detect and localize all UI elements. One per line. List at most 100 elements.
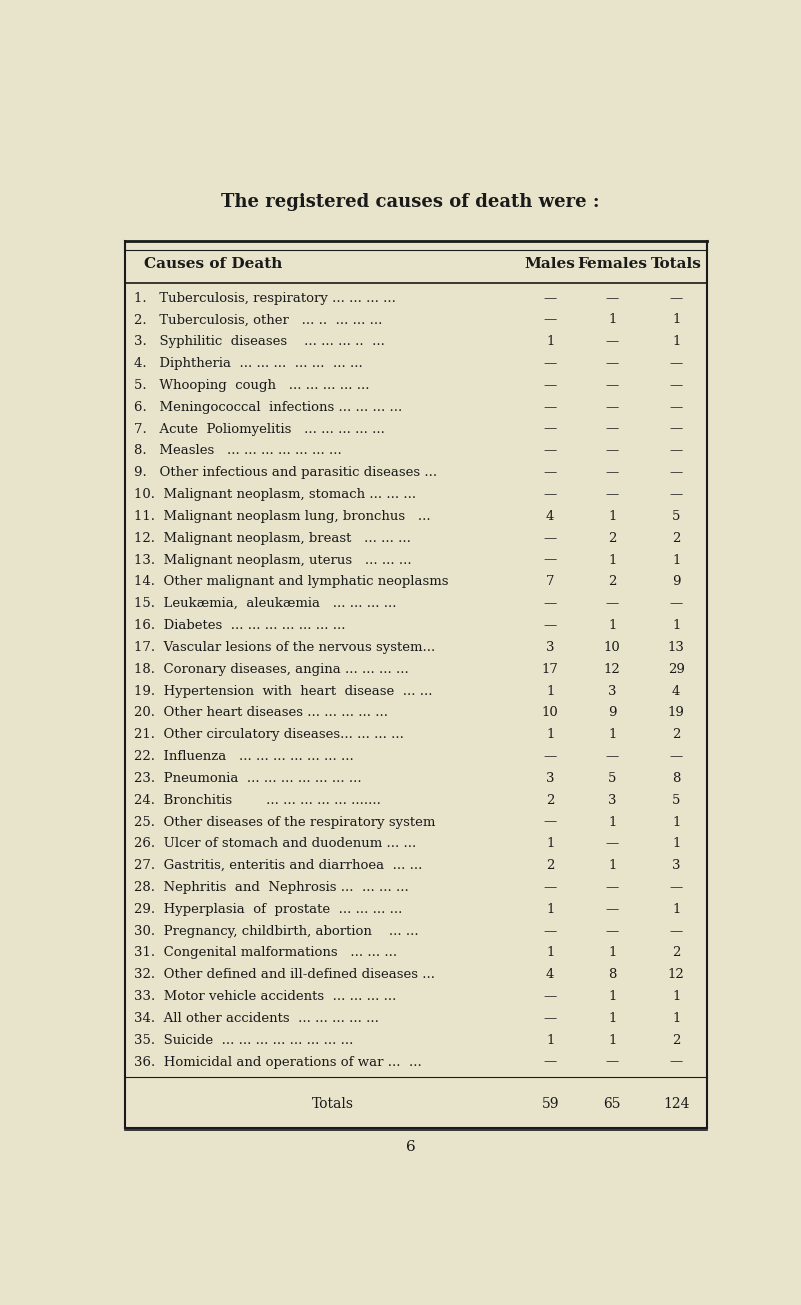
Text: 35.  Suicide  ... ... ... ... ... ... ... ...: 35. Suicide ... ... ... ... ... ... ... … (135, 1034, 354, 1047)
Text: —: — (606, 445, 619, 458)
Text: —: — (544, 423, 557, 436)
Text: —: — (606, 378, 619, 392)
Text: 1: 1 (672, 313, 680, 326)
Text: —: — (606, 598, 619, 611)
Text: 2: 2 (546, 793, 554, 806)
Text: 20.  Other heart diseases ... ... ... ... ...: 20. Other heart diseases ... ... ... ...… (135, 706, 388, 719)
Text: 1: 1 (546, 1034, 554, 1047)
Text: 1: 1 (608, 946, 617, 959)
Text: 2: 2 (672, 1034, 680, 1047)
Text: 12: 12 (668, 968, 685, 981)
Text: 22.  Influenza   ... ... ... ... ... ... ...: 22. Influenza ... ... ... ... ... ... ..… (135, 750, 354, 763)
Text: 1: 1 (672, 619, 680, 632)
Text: 18.  Coronary diseases, angina ... ... ... ...: 18. Coronary diseases, angina ... ... ..… (135, 663, 409, 676)
Text: —: — (606, 401, 619, 414)
Text: 9.   Other infectious and parasitic diseases ...: 9. Other infectious and parasitic diseas… (135, 466, 437, 479)
Text: 28.  Nephritis  and  Nephrosis ...  ... ... ...: 28. Nephritis and Nephrosis ... ... ... … (135, 881, 409, 894)
Text: 34.  All other accidents  ... ... ... ... ...: 34. All other accidents ... ... ... ... … (135, 1011, 379, 1024)
Text: —: — (670, 445, 682, 458)
Text: 11.  Malignant neoplasm lung, bronchus   ...: 11. Malignant neoplasm lung, bronchus ..… (135, 510, 431, 523)
Text: 10.  Malignant neoplasm, stomach ... ... ...: 10. Malignant neoplasm, stomach ... ... … (135, 488, 417, 501)
Text: 9: 9 (608, 706, 617, 719)
Text: 19.  Hypertension  with  heart  disease  ... ...: 19. Hypertension with heart disease ... … (135, 685, 433, 698)
Text: 1: 1 (546, 728, 554, 741)
Text: 5: 5 (672, 510, 680, 523)
Text: 5: 5 (608, 771, 617, 784)
Text: Totals: Totals (312, 1098, 354, 1111)
Text: 1: 1 (672, 816, 680, 829)
Text: 33.  Motor vehicle accidents  ... ... ... ...: 33. Motor vehicle accidents ... ... ... … (135, 990, 396, 1004)
Text: 29.  Hyperplasia  of  prostate  ... ... ... ...: 29. Hyperplasia of prostate ... ... ... … (135, 903, 403, 916)
Text: 4.   Diphtheria  ... ... ...  ... ...  ... ...: 4. Diphtheria ... ... ... ... ... ... ..… (135, 358, 363, 371)
Text: —: — (606, 750, 619, 763)
Text: 7: 7 (546, 576, 554, 589)
Text: Females: Females (578, 257, 647, 271)
Text: —: — (544, 750, 557, 763)
Text: 1: 1 (672, 990, 680, 1004)
Text: 1: 1 (608, 990, 617, 1004)
Text: —: — (544, 313, 557, 326)
Text: 3: 3 (546, 771, 554, 784)
Text: 1: 1 (608, 619, 617, 632)
Text: 2: 2 (672, 728, 680, 741)
Text: 7.   Acute  Poliomyelitis   ... ... ... ... ...: 7. Acute Poliomyelitis ... ... ... ... .… (135, 423, 385, 436)
Text: —: — (544, 378, 557, 392)
Text: —: — (544, 445, 557, 458)
Text: 1: 1 (608, 313, 617, 326)
Text: 65: 65 (603, 1098, 621, 1111)
Text: 1: 1 (608, 1034, 617, 1047)
Text: 3: 3 (546, 641, 554, 654)
Text: —: — (544, 291, 557, 304)
Text: —: — (544, 358, 557, 371)
Text: 14.  Other malignant and lymphatic neoplasms: 14. Other malignant and lymphatic neopla… (135, 576, 449, 589)
Text: —: — (606, 335, 619, 348)
Text: —: — (544, 990, 557, 1004)
Text: 1: 1 (672, 838, 680, 851)
Text: 12.  Malignant neoplasm, breast   ... ... ...: 12. Malignant neoplasm, breast ... ... .… (135, 531, 411, 544)
Text: 1: 1 (608, 859, 617, 872)
Text: —: — (544, 488, 557, 501)
Text: 1: 1 (608, 1011, 617, 1024)
Text: 30.  Pregnancy, childbirth, abortion    ... ...: 30. Pregnancy, childbirth, abortion ... … (135, 925, 419, 938)
Text: 2: 2 (608, 531, 617, 544)
Text: —: — (670, 881, 682, 894)
Text: 1: 1 (546, 685, 554, 698)
Text: 1: 1 (608, 816, 617, 829)
Text: —: — (544, 881, 557, 894)
Text: —: — (606, 903, 619, 916)
Text: —: — (670, 423, 682, 436)
Text: 1: 1 (672, 1011, 680, 1024)
Text: 124: 124 (663, 1098, 690, 1111)
Text: 27.  Gastritis, enteritis and diarrhoea  ... ...: 27. Gastritis, enteritis and diarrhoea .… (135, 859, 423, 872)
Text: 8: 8 (672, 771, 680, 784)
Text: 13: 13 (668, 641, 685, 654)
Text: 19: 19 (668, 706, 685, 719)
Text: —: — (670, 291, 682, 304)
Text: 1: 1 (546, 946, 554, 959)
Text: 16.  Diabetes  ... ... ... ... ... ... ...: 16. Diabetes ... ... ... ... ... ... ... (135, 619, 346, 632)
Text: 2: 2 (672, 946, 680, 959)
Text: —: — (606, 488, 619, 501)
Text: —: — (670, 401, 682, 414)
Text: 23.  Pneumonia  ... ... ... ... ... ... ...: 23. Pneumonia ... ... ... ... ... ... ..… (135, 771, 362, 784)
Text: —: — (544, 553, 557, 566)
Text: —: — (544, 1011, 557, 1024)
Text: 1: 1 (672, 553, 680, 566)
Text: —: — (544, 466, 557, 479)
Text: —: — (670, 925, 682, 938)
Text: 26.  Ulcer of stomach and duodenum ... ...: 26. Ulcer of stomach and duodenum ... ..… (135, 838, 417, 851)
Text: —: — (544, 1056, 557, 1069)
Text: 59: 59 (541, 1098, 559, 1111)
Text: 29: 29 (668, 663, 685, 676)
Text: —: — (544, 925, 557, 938)
Text: 2: 2 (546, 859, 554, 872)
Text: —: — (670, 378, 682, 392)
Text: 36.  Homicidal and operations of war ...  ...: 36. Homicidal and operations of war ... … (135, 1056, 422, 1069)
Text: 1: 1 (672, 335, 680, 348)
Text: —: — (606, 423, 619, 436)
Text: 8.   Measles   ... ... ... ... ... ... ...: 8. Measles ... ... ... ... ... ... ... (135, 445, 342, 458)
Text: —: — (606, 358, 619, 371)
Text: —: — (544, 401, 557, 414)
Text: 1: 1 (608, 553, 617, 566)
Text: 1: 1 (608, 728, 617, 741)
